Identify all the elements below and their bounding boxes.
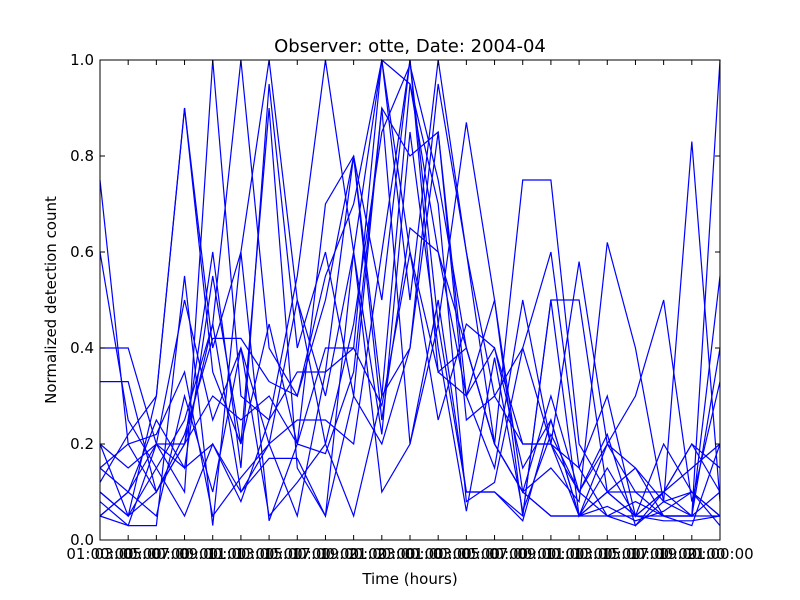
chart-title: Observer: otte, Date: 2004-04 [274,36,546,57]
series-line-12 [99,83,721,527]
x-tick-label: 19:00:00 [658,545,725,563]
series-line-5 [99,83,721,527]
series-line-6 [99,59,721,517]
x-tick-label: 17:00:00 [630,545,697,563]
series-line-1 [99,58,721,517]
x-tick-label: 03:00:00 [433,545,500,563]
x-tick-label: 23:00:00 [376,545,443,563]
x-tick-label: 01:00:00 [66,545,133,563]
x-tick-label: 07:00:00 [489,545,556,563]
series-line-11 [99,141,721,518]
x-tick-label: 05:00:00 [123,545,190,563]
plot-frame [99,59,721,541]
x-tick-label: 15:00:00 [602,545,669,563]
y-tick-label: 0.6 [70,243,94,261]
x-tick-label: 13:00:00 [235,545,302,563]
series-line-15 [99,155,721,522]
x-tick-label: 11:00:00 [207,545,274,563]
x-tick-label: 05:00:00 [461,545,528,563]
y-tick-label: 0.4 [70,339,94,357]
series-line-14 [99,107,721,527]
x-tick-label: 17:00:00 [292,545,359,563]
x-tick-label: 03:00:00 [94,545,161,563]
x-tick-label: 21:00:00 [686,545,753,563]
x-tick-label: 21:00:00 [348,545,415,563]
ticks-layer: 0.00.20.40.60.81.001:00:0003:00:0005:00:… [66,51,753,563]
series-line-10 [100,131,721,502]
series-line-7 [99,59,720,527]
y-axis-label: Normalized detection count [42,196,60,404]
x-tick-label: 09:00:00 [517,545,584,563]
series-line-3 [100,59,721,519]
x-tick-label: 07:00:00 [151,545,218,563]
series-line-2 [99,59,721,518]
x-axis-label: Time (hours) [361,570,457,588]
x-tick-label: 15:00:00 [264,545,331,563]
y-tick-label: 0.2 [70,435,94,453]
x-tick-label: 09:00:00 [179,545,246,563]
x-tick-label: 01:00:00 [404,545,471,563]
x-tick-label: 13:00:00 [574,545,641,563]
x-tick-label: 11:00:00 [545,545,612,563]
series-layer [99,58,721,527]
y-tick-label: 0.8 [70,147,94,165]
y-tick-label: 1.0 [70,51,94,69]
y-tick-label: 0.0 [70,531,94,549]
series-line-4 [99,59,721,518]
series-line-13 [99,131,721,527]
x-tick-label: 19:00:00 [320,545,387,563]
